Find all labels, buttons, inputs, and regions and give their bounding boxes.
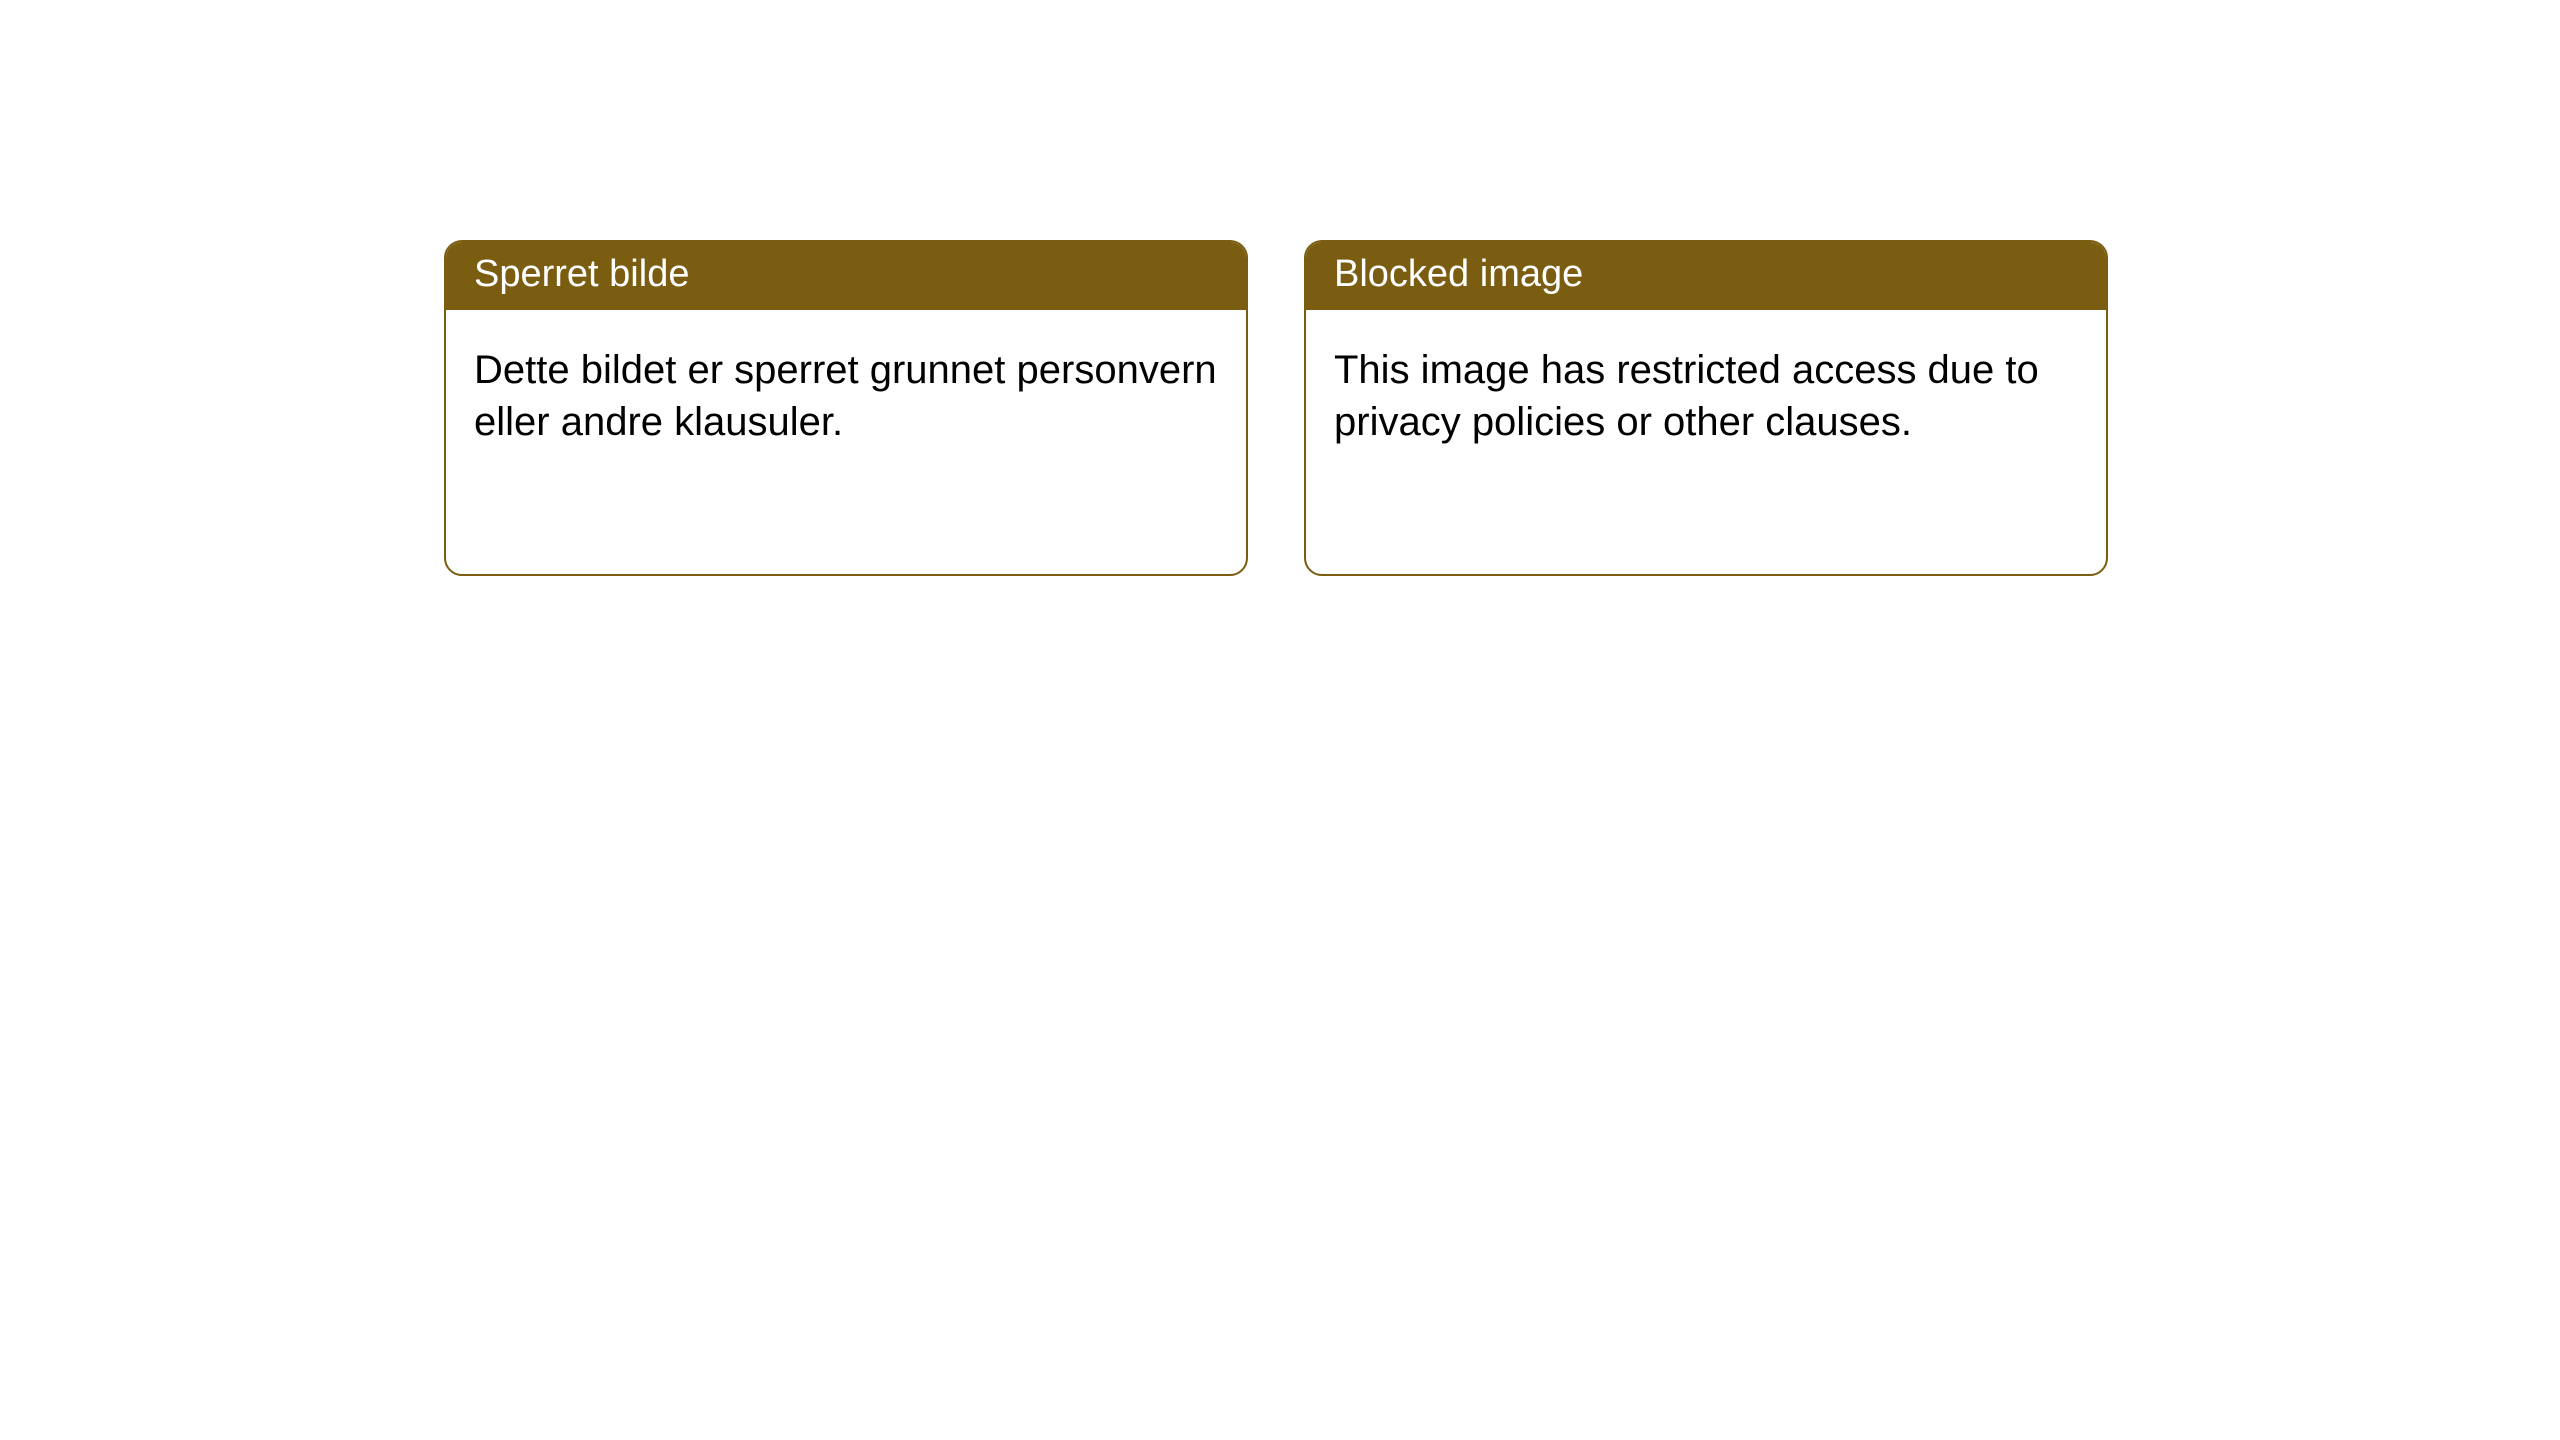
notice-card-english: Blocked image This image has restricted … — [1304, 240, 2108, 576]
notice-card-norwegian: Sperret bilde Dette bildet er sperret gr… — [444, 240, 1248, 576]
notice-container: Sperret bilde Dette bildet er sperret gr… — [0, 0, 2560, 576]
notice-body-english: This image has restricted access due to … — [1306, 310, 2106, 482]
notice-header-norwegian: Sperret bilde — [446, 242, 1246, 310]
notice-body-norwegian: Dette bildet er sperret grunnet personve… — [446, 310, 1246, 482]
notice-header-english: Blocked image — [1306, 242, 2106, 310]
